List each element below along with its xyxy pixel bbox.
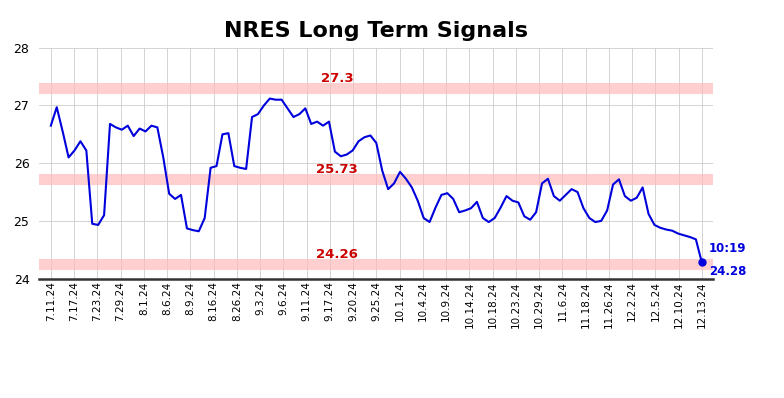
Text: 10:19: 10:19 [709,242,746,254]
Text: 27.3: 27.3 [321,72,354,85]
Title: NRES Long Term Signals: NRES Long Term Signals [224,21,528,41]
Text: 25.73: 25.73 [317,163,358,176]
Text: 24.26: 24.26 [316,248,358,261]
Text: 24.28: 24.28 [709,265,746,278]
